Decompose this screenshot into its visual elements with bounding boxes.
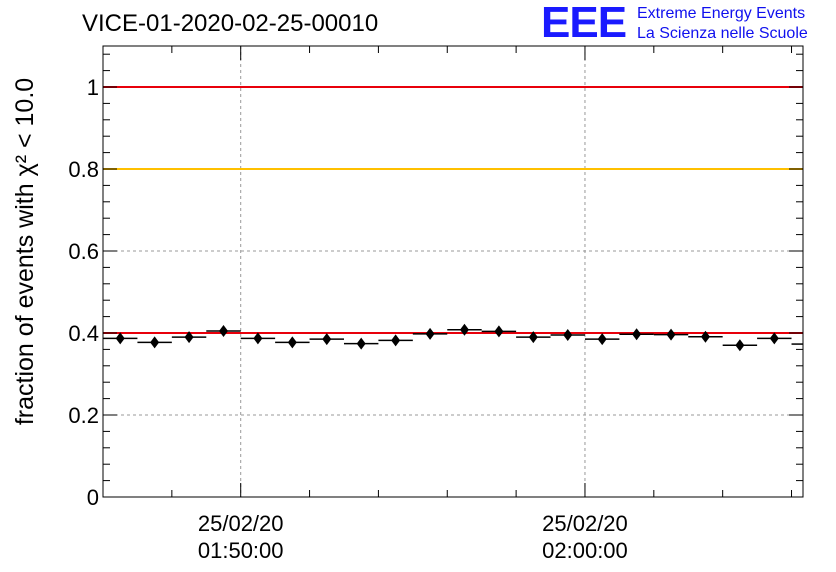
data-point	[735, 339, 745, 352]
y-tick-label: 0.4	[68, 321, 99, 346]
plot-frame	[102, 45, 804, 498]
y-tick-label: 0.8	[68, 157, 99, 182]
x-tick-label-date: 25/02/20	[198, 511, 284, 536]
eee-logo: EEE Extreme Energy Events La Scienza nel…	[541, 0, 831, 47]
data-point	[769, 332, 779, 345]
x-tick-label-time: 01:50:00	[198, 538, 284, 563]
data-point	[666, 328, 676, 341]
data-point	[700, 330, 710, 343]
x-tick-label-date: 25/02/20	[542, 511, 628, 536]
data-point	[218, 324, 228, 337]
data-point	[528, 331, 538, 344]
y-tick-label: 0.2	[68, 403, 99, 428]
y-tick-label: 1	[87, 75, 99, 100]
logo-caption-line2: La Scienza nelle Scuole	[637, 25, 808, 42]
data-point	[115, 332, 125, 345]
chart-title: VICE-01-2020-02-25-00010	[82, 10, 379, 37]
data-point	[632, 328, 642, 341]
y-tick-label: 0	[87, 485, 99, 510]
x-tick-label-time: 02:00:00	[542, 538, 628, 563]
data-point	[494, 325, 504, 338]
y-tick-label: 0.6	[68, 239, 99, 264]
data-point	[150, 336, 160, 349]
data-point	[425, 327, 435, 340]
data-point	[597, 333, 607, 346]
logo-caption-line1: Extreme Energy Events	[637, 5, 806, 22]
data-point	[391, 334, 401, 347]
data-point	[287, 336, 297, 349]
data-point	[563, 329, 573, 342]
data-point	[459, 323, 469, 336]
logo-mark: EEE	[541, 0, 627, 47]
data-point	[356, 337, 366, 350]
data-point	[184, 331, 194, 344]
y-axis-title: fraction of events with χ² < 10.0	[11, 78, 39, 425]
data-point	[322, 333, 332, 346]
data-point	[253, 332, 263, 345]
